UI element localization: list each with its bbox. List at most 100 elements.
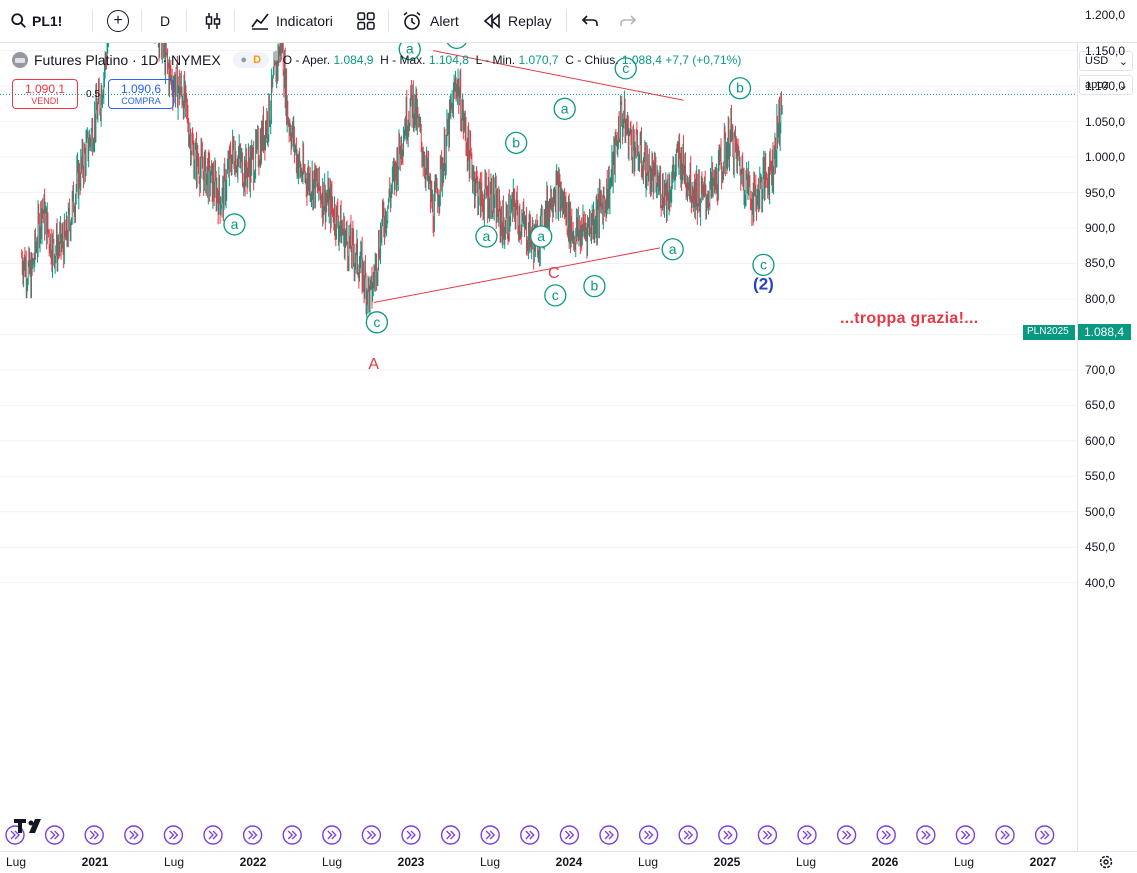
event-marker-icon[interactable] (163, 825, 184, 845)
wave-label-circle[interactable]: b (728, 77, 752, 100)
event-marker-icon[interactable] (440, 825, 461, 845)
wave-label-ring (728, 77, 752, 100)
time-axis[interactable] (0, 851, 1137, 873)
alert-button[interactable]: Alert (402, 0, 459, 42)
wave-label-text: a (537, 228, 545, 244)
event-marker-icon[interactable] (876, 825, 896, 845)
compare-button[interactable]: + (107, 0, 129, 42)
event-marker-icon[interactable] (678, 825, 698, 845)
wave-label-circle[interactable]: a (475, 225, 498, 248)
buy-price: 1.090,6 (120, 82, 162, 96)
event-marker-icon[interactable] (836, 825, 857, 845)
trendline[interactable] (433, 50, 684, 101)
event-marker-icon[interactable] (916, 825, 936, 845)
wave-label-circle[interactable]: c (544, 284, 567, 307)
wave-label-circle[interactable]: c (752, 253, 775, 277)
interval-button[interactable]: D (160, 0, 170, 42)
event-marker-icon[interactable] (361, 825, 382, 845)
wave-label-ring (530, 225, 553, 248)
platinum-logo-icon (12, 52, 28, 68)
wave-label-text: c (552, 287, 559, 303)
time-axis-label: 2022 (239, 855, 267, 869)
trendline[interactable] (373, 247, 661, 303)
event-markers (5, 825, 1055, 845)
price-axis-label: 650,0 (1085, 398, 1116, 413)
indicators-button[interactable]: Indicatori (250, 0, 333, 42)
wave-label-circle[interactable]: c (614, 57, 637, 80)
event-marker-icon[interactable] (401, 825, 421, 845)
event-marker-icon[interactable] (322, 825, 342, 845)
wave-label-circle[interactable]: a (223, 213, 246, 236)
wave-label-text[interactable]: A (368, 356, 379, 373)
undo-icon (581, 15, 598, 26)
event-marker-icon[interactable] (559, 825, 580, 845)
redo-button[interactable] (618, 0, 638, 42)
legend-badge[interactable]: ● D (232, 52, 269, 68)
wave-label-text: c (760, 256, 767, 272)
event-marker-icon[interactable] (124, 825, 144, 845)
event-marker-icon[interactable] (599, 825, 619, 845)
time-axis-label: Lug (637, 855, 659, 869)
wave-label-circle[interactable]: c (446, 43, 467, 49)
currency-selector[interactable]: USD ⌄ (1079, 51, 1133, 71)
symbol-search[interactable]: PL1! (10, 0, 62, 42)
wave-label-circle[interactable]: a (661, 238, 684, 261)
time-axis-label: Lug (795, 855, 817, 869)
price-axis[interactable] (1077, 43, 1137, 851)
price-axis-label: 1.050,0 (1085, 114, 1126, 129)
event-marker-icon[interactable] (638, 825, 659, 845)
redo-icon (620, 15, 637, 26)
tradingview-logo-icon (14, 819, 41, 833)
buy-button[interactable]: 1.090,6 COMPRA (108, 79, 174, 109)
divider (234, 10, 235, 32)
spread-value: 0,5 (86, 89, 100, 100)
legend-title[interactable]: Futures Platino · 1D · NYMEX (34, 52, 221, 68)
price-axis-label: 550,0 (1085, 469, 1116, 484)
price-axis-label: 1.200,0 (1085, 8, 1126, 23)
divider (566, 10, 567, 32)
divider (141, 10, 142, 32)
event-marker-icon[interactable] (797, 825, 817, 845)
event-marker-icon[interactable] (242, 825, 263, 845)
event-marker-icon[interactable] (718, 825, 738, 845)
wave-label-text[interactable]: (2) (753, 274, 774, 293)
wave-label-circle[interactable]: a (530, 225, 553, 248)
event-marker-icon[interactable] (84, 825, 104, 845)
event-marker-icon[interactable] (757, 825, 778, 845)
settings-gear-icon[interactable] (1098, 854, 1114, 870)
undo-button[interactable] (580, 0, 600, 42)
wave-label-ring (553, 97, 576, 120)
sell-button[interactable]: 1.090,1 VENDI (12, 79, 78, 109)
scale-mode-selector[interactable]: apoz ⌄ (1079, 75, 1133, 95)
price-axis-label: 450,0 (1085, 540, 1116, 555)
time-axis-label: Lug (5, 855, 27, 869)
wave-label-circle[interactable]: c (365, 311, 389, 334)
time-axis-label: Lug (163, 855, 185, 869)
indicators-label: Indicatori (276, 13, 333, 29)
event-marker-icon[interactable] (995, 825, 1015, 845)
replay-button[interactable]: Replay (482, 0, 552, 42)
wave-labels: (1)(2)ABCDEabcabcabacabcabc (223, 43, 775, 373)
wave-label-circle[interactable]: a (398, 43, 421, 61)
event-marker-icon[interactable] (203, 825, 223, 845)
sell-label: VENDI (31, 96, 59, 106)
chart-type-button[interactable] (203, 0, 223, 42)
event-marker-icon[interactable] (282, 825, 302, 845)
alarm-clock-icon (403, 11, 421, 30)
price-chart[interactable]: (1)(2)ABCDEabcabcabacabcabc (0, 43, 1077, 851)
symbol-label: PL1! (32, 13, 63, 29)
wave-label-ring (661, 238, 684, 261)
event-marker-icon[interactable] (480, 825, 500, 845)
wave-label-text[interactable]: C (548, 265, 560, 282)
event-marker-icon[interactable] (44, 825, 65, 845)
indicators-icon (251, 13, 269, 30)
chart-annotation[interactable]: ...troppa grazia!... (840, 310, 979, 327)
event-marker-icon[interactable] (1034, 825, 1055, 845)
wave-label-circle[interactable]: b (583, 274, 606, 298)
wave-label-circle[interactable]: b (505, 131, 528, 154)
event-marker-icon[interactable] (955, 825, 976, 845)
wave-label-circle[interactable]: a (553, 97, 576, 120)
price-axis-label: 500,0 (1085, 504, 1116, 519)
layouts-button[interactable] (356, 0, 376, 42)
event-marker-icon[interactable] (520, 825, 540, 845)
